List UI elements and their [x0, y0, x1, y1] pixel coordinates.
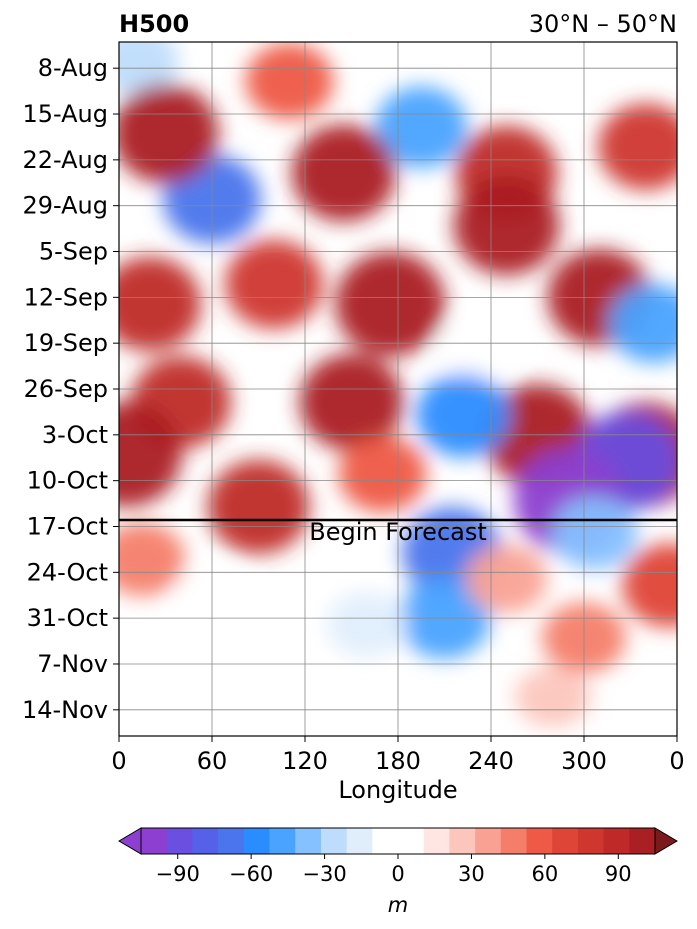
x-axis-label: Longitude — [338, 776, 457, 804]
anomaly-cell — [338, 436, 427, 513]
colorbar-bin — [552, 828, 579, 854]
y-tick-label: 10-Oct — [27, 467, 108, 495]
x-tick-label: 120 — [282, 747, 328, 775]
colorbar-tick-label: 30 — [458, 862, 485, 886]
anomaly-cell — [225, 239, 323, 329]
y-tick-label: 29-Aug — [22, 192, 108, 220]
anomaly-cell — [299, 353, 404, 451]
anomaly-cell — [119, 42, 179, 96]
colorbar-extend-min — [118, 827, 142, 855]
colorbar-bin — [141, 828, 168, 854]
colorbar-bin — [192, 828, 219, 854]
colorbar-bin — [346, 828, 373, 854]
colorbar-bin — [269, 828, 296, 854]
colorbar-bin — [577, 828, 605, 854]
anomaly-cell — [598, 103, 677, 190]
colorbar-bin — [372, 828, 399, 854]
anomaly-cell — [327, 591, 407, 658]
anomaly-cell — [622, 543, 677, 628]
colorbar-tick-label: 0 — [391, 862, 404, 886]
anomaly-field — [119, 42, 677, 727]
colorbar-bin — [320, 828, 348, 854]
y-tick-label: 31-Oct — [27, 604, 108, 632]
x-tick-label: 60 — [197, 747, 228, 775]
colorbar-bin — [423, 828, 450, 854]
anomaly-cell — [551, 496, 638, 570]
x-axis: 0 60 120 180 240 300 0 — [111, 736, 685, 775]
anomaly-cell — [291, 124, 396, 222]
anomaly-cell — [119, 522, 186, 596]
anomaly-cell — [515, 666, 591, 727]
colorbar-bin — [629, 828, 656, 854]
y-tick-label: 15-Aug — [22, 100, 108, 128]
anomaly-cell — [465, 544, 548, 613]
x-tick-label: 240 — [468, 747, 514, 775]
anomaly-cell — [119, 256, 201, 352]
colorbar-bin — [500, 828, 527, 854]
plot-area: Begin Forecast — [119, 42, 677, 736]
y-tick-label: 24-Oct — [27, 558, 108, 586]
colorbar-label: m — [388, 893, 408, 917]
x-tick-label: 0 — [669, 747, 684, 775]
y-tick-label: 22-Aug — [22, 146, 108, 174]
colorbar: −90 −60 −30 0 30 60 90 — [118, 827, 678, 886]
anomaly-cell — [453, 175, 560, 276]
anomaly-cell — [245, 43, 334, 120]
anomaly-cell — [608, 284, 677, 363]
y-tick-label: 5-Sep — [39, 238, 108, 266]
colorbar-tick-label: 90 — [605, 862, 632, 886]
y-axis: 8-Aug 15-Aug 22-Aug 29-Aug 5-Sep 12-Sep 19-Sep… — [22, 54, 119, 724]
grid-lines — [119, 42, 677, 736]
colorbar-bin — [166, 828, 193, 854]
anomaly-cell — [119, 83, 219, 184]
chart-subtitle: 30°N – 50°N — [529, 10, 677, 38]
colorbar-bin — [603, 828, 630, 854]
colorbar-extend-max — [654, 827, 678, 855]
colorbar-bin — [218, 828, 245, 854]
y-tick-label: 26-Sep — [24, 375, 108, 403]
y-tick-label: 7-Nov — [37, 650, 108, 678]
y-tick-label: 3-Oct — [42, 421, 108, 449]
anomaly-cell — [437, 319, 514, 380]
y-tick-label: 17-Oct — [27, 512, 108, 540]
y-tick-label: 8-Aug — [38, 54, 108, 82]
x-tick-label: 300 — [561, 747, 607, 775]
y-tick-label: 12-Sep — [24, 283, 108, 311]
y-tick-label: 19-Sep — [24, 329, 108, 357]
colorbar-tick-label: −90 — [156, 862, 200, 886]
anomaly-cell — [335, 251, 446, 357]
colorbar-tick-label: −30 — [302, 862, 346, 886]
colorbar-bin — [243, 828, 270, 854]
x-tick-label: 0 — [111, 747, 126, 775]
colorbar-bin — [449, 828, 476, 854]
chart-title: H500 — [119, 10, 189, 38]
anomaly-cell — [416, 373, 511, 458]
y-tick-label: 14-Nov — [22, 696, 108, 724]
colorbar-bin — [475, 828, 502, 854]
anomaly-cell — [207, 459, 310, 554]
colorbar-bin — [398, 828, 425, 854]
forecast-label: Begin Forecast — [309, 518, 487, 546]
colorbar-tick-label: −60 — [229, 862, 273, 886]
colorbar-bin — [295, 828, 322, 854]
colorbar-tick-label: 60 — [531, 862, 558, 886]
colorbar-bin — [526, 828, 553, 854]
x-tick-label: 180 — [375, 747, 421, 775]
